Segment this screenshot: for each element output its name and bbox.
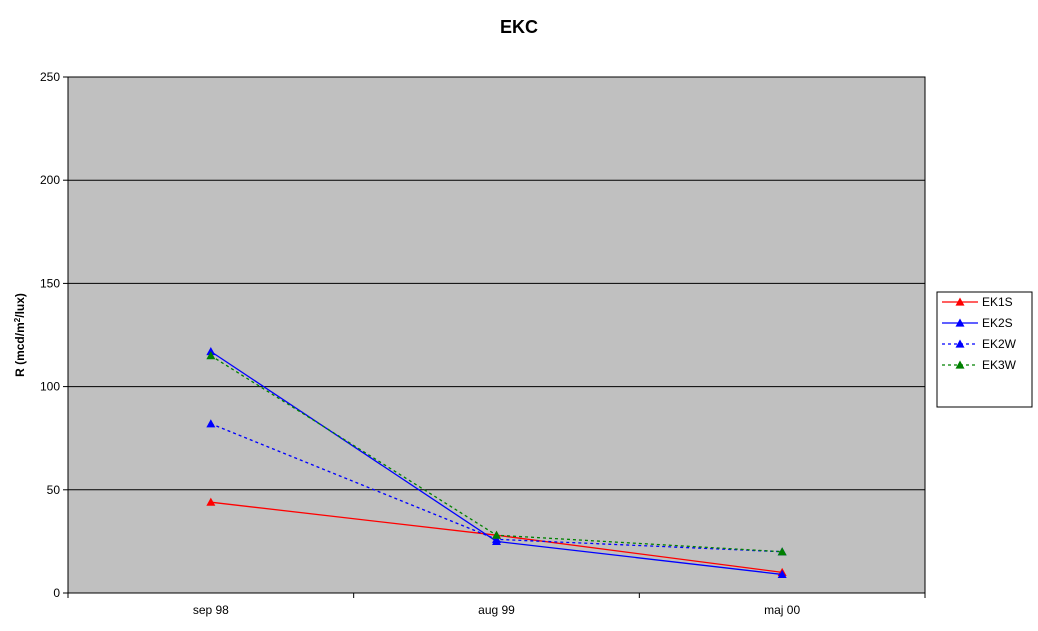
data-point — [777, 569, 787, 579]
y-axis-label: R (mcd/m2/lux) — [13, 293, 28, 377]
y-tick-label: 100 — [40, 380, 60, 394]
legend-box — [936, 291, 1033, 408]
y-axis-label-sup: 2 — [13, 317, 22, 322]
legend-marker — [955, 360, 965, 369]
x-tick-label: aug 99 — [478, 603, 515, 617]
data-point — [777, 547, 787, 556]
legend-marker — [955, 318, 965, 327]
y-axis-label-tail: /lux) — [13, 293, 27, 318]
data-point — [206, 351, 216, 360]
legend-marker — [955, 297, 965, 306]
series-ek3w — [206, 351, 787, 556]
x-tick-label: maj 00 — [764, 603, 800, 617]
axes — [67, 77, 925, 594]
data-point — [492, 530, 501, 539]
legend-item-ek2w: EK2W — [942, 337, 1017, 351]
legend-label: EK3W — [982, 358, 1017, 372]
plot-area — [67, 76, 926, 594]
y-axis-ticks: 0 50 100 150 200 250 — [40, 70, 68, 600]
y-tick-label: 150 — [40, 276, 60, 290]
y-tick-label: 50 — [47, 483, 61, 497]
gridlines — [68, 179, 925, 491]
x-tick-label: sep 98 — [193, 603, 229, 617]
data-point — [206, 419, 216, 428]
data-point — [206, 497, 216, 506]
legend-marker — [955, 339, 965, 348]
data-point — [206, 347, 216, 356]
data-point — [492, 534, 501, 543]
y-axis-label-base: R (mcd/m — [13, 322, 27, 377]
y-tick-label: 200 — [40, 173, 60, 187]
legend-label: EK2W — [982, 337, 1017, 351]
legend-item-ek1s: EK1S — [942, 295, 1013, 309]
y-tick-label: 0 — [53, 586, 60, 600]
series-lines — [206, 347, 787, 579]
chart-title: EKC — [500, 17, 538, 37]
legend-label: EK2S — [982, 316, 1013, 330]
x-axis-ticks: sep 98 aug 99 maj 00 — [67, 593, 926, 617]
legend-label: EK1S — [982, 295, 1013, 309]
y-tick-label: 250 — [40, 70, 60, 84]
legend-item-ek2s: EK2S — [942, 316, 1013, 330]
legend-item-ek3w: EK3W — [942, 358, 1017, 372]
legend: EK1S EK2S EK2W EK3W — [936, 291, 1033, 408]
